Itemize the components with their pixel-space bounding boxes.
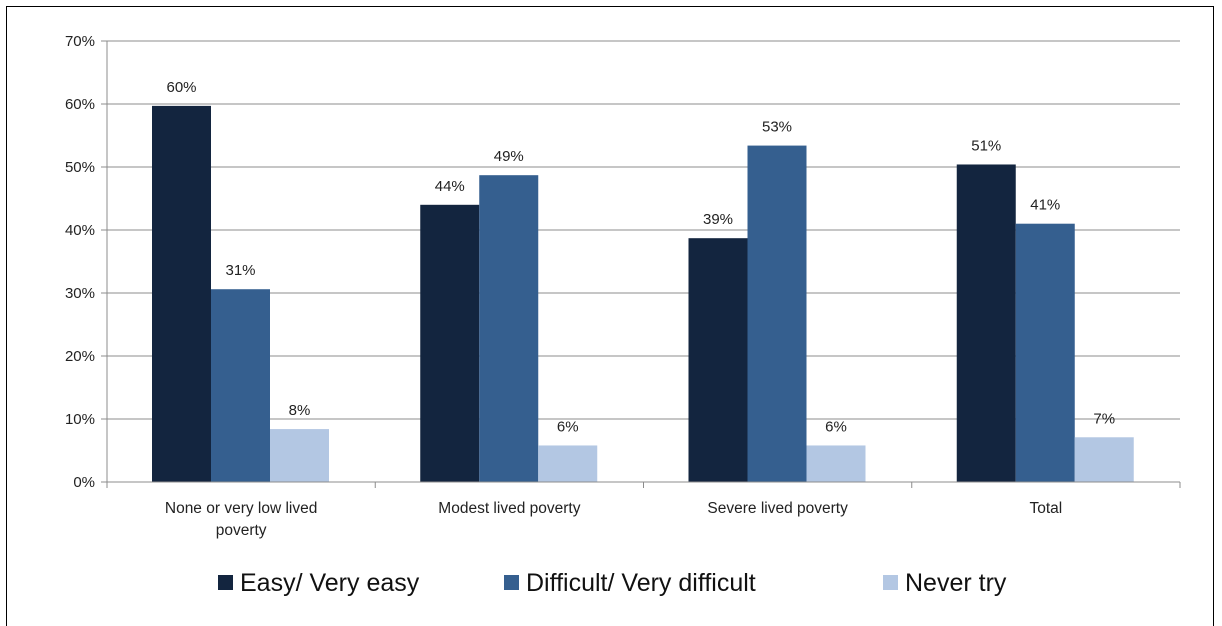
data-label: 39% [703,211,733,228]
data-label: 8% [289,402,311,419]
y-tick-label: 70% [65,33,95,50]
data-label: 7% [1093,410,1115,427]
legend-swatch [504,575,519,590]
bar [270,429,329,482]
x-axis: None or very low lived poverty Modest live… [106,481,1181,539]
bar [538,445,598,482]
y-tick-label: 20% [65,348,95,365]
x-tick-label: None or very low lived poverty [165,500,317,539]
y-tick-label: 30% [65,285,95,302]
x-tick-label: Modest lived poverty [438,500,580,517]
bar [479,175,539,482]
y-tick-label: 10% [65,411,95,428]
y-tick-label: 60% [65,96,95,113]
legend-entry: Difficult/ Very difficult [526,569,756,597]
legend-swatch [218,575,233,590]
data-label: 6% [825,418,847,435]
x-tick-label: Total [1030,500,1063,517]
chart-frame [6,6,1214,626]
bar [956,164,1016,483]
bar [688,238,748,482]
legend-swatch [883,575,898,590]
legend-entry: Easy/ Very easy [240,569,420,597]
data-label: 6% [557,418,579,435]
bar [806,445,866,482]
data-label: 60% [166,79,196,96]
data-label: 49% [494,148,524,165]
data-label: 31% [225,262,255,279]
data-label: 41% [1030,197,1060,214]
bar [1074,437,1134,482]
bar [420,204,480,483]
x-tick-label: Severe lived poverty [707,500,848,517]
legend: Easy/ Very easy Difficult/ Very difficult… [218,569,1007,597]
bars [152,105,1134,483]
data-labels: 60% 31% 8% 44% 49% 6% 39% 53% 6% 51% 41% 7% [166,79,1115,436]
y-axis-ticks: 0% 10% 20% 30% 40% 50% 60% 70% [65,33,108,491]
bar [211,289,270,482]
y-tick-label: 0% [73,474,95,491]
bar [152,105,211,482]
bar [747,145,807,482]
gridlines [107,40,1180,420]
y-tick-label: 50% [65,159,95,176]
y-tick-label: 40% [65,222,95,239]
data-label: 44% [435,178,465,195]
data-label: 53% [762,119,792,136]
bar [1015,223,1075,482]
legend-entry: Never try [905,569,1007,597]
data-label: 51% [971,137,1001,154]
